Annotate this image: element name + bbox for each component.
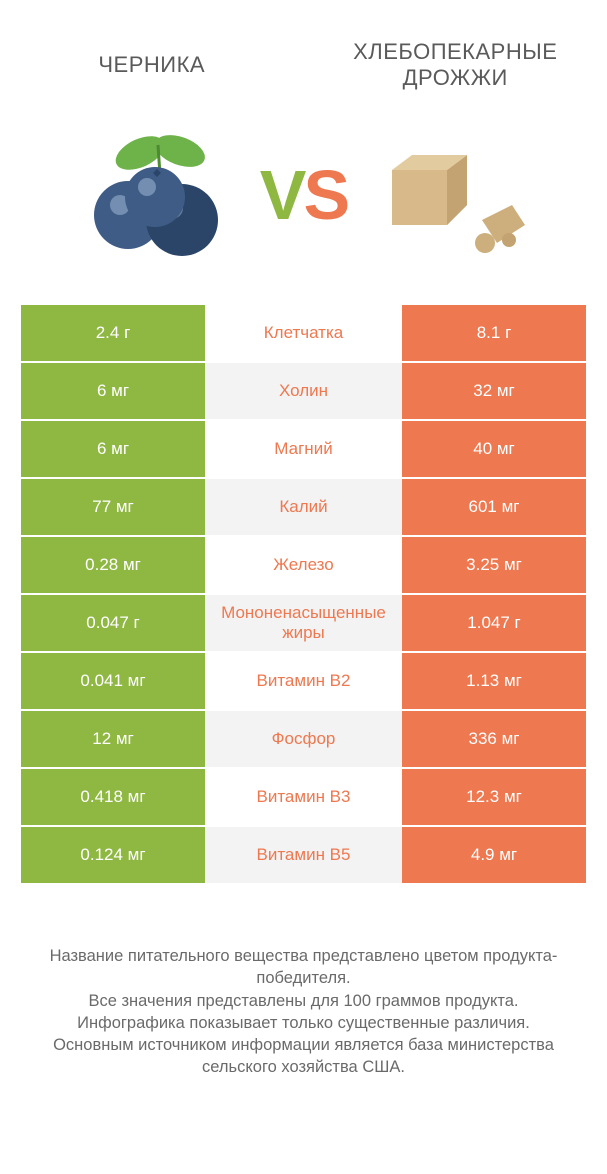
- table-row: 0.28 мгЖелезо3.25 мг: [21, 537, 586, 593]
- nutrient-label: Витамин B5: [205, 827, 402, 883]
- table-row: 0.124 мгВитамин B54.9 мг: [21, 827, 586, 883]
- left-value-cell: 0.124 мг: [21, 827, 205, 883]
- right-value-cell: 32 мг: [402, 363, 586, 419]
- nutrient-label: Фосфор: [205, 711, 402, 767]
- table-row: 6 мгХолин32 мг: [21, 363, 586, 419]
- header-row: ЧЕРНИКА ХЛЕБОПЕКАРНЫЕ ДРОЖЖИ: [0, 0, 607, 100]
- footer-line: Основным источником информации является …: [20, 1034, 587, 1079]
- left-value-cell: 0.047 г: [21, 595, 205, 651]
- nutrient-label: Холин: [205, 363, 402, 419]
- nutrient-label: Витамин B2: [205, 653, 402, 709]
- table-row: 0.047 гМононенасыщенные жиры1.047 г: [21, 595, 586, 651]
- nutrient-label: Мононенасыщенные жиры: [205, 595, 402, 651]
- left-product-title: ЧЕРНИКА: [0, 30, 304, 100]
- table-row: 2.4 гКлетчатка8.1 г: [21, 305, 586, 361]
- footer-notes: Название питательного вещества представл…: [0, 885, 607, 1079]
- vs-s: S: [304, 156, 348, 234]
- left-value-cell: 2.4 г: [21, 305, 205, 361]
- left-value-cell: 0.28 мг: [21, 537, 205, 593]
- nutrient-label: Клетчатка: [205, 305, 402, 361]
- left-value-cell: 0.041 мг: [21, 653, 205, 709]
- table-row: 12 мгФосфор336 мг: [21, 711, 586, 767]
- nutrient-label: Витамин B3: [205, 769, 402, 825]
- right-value-cell: 4.9 мг: [402, 827, 586, 883]
- left-value-cell: 0.418 мг: [21, 769, 205, 825]
- table-row: 6 мгМагний40 мг: [21, 421, 586, 477]
- right-value-cell: 3.25 мг: [402, 537, 586, 593]
- nutrient-label: Магний: [205, 421, 402, 477]
- nutrient-label: Калий: [205, 479, 402, 535]
- table-row: 77 мгКалий601 мг: [21, 479, 586, 535]
- right-value-cell: 12.3 мг: [402, 769, 586, 825]
- right-value-cell: 8.1 г: [402, 305, 586, 361]
- left-value-cell: 6 мг: [21, 421, 205, 477]
- left-product-image: [60, 120, 260, 270]
- nutrient-label: Железо: [205, 537, 402, 593]
- table-row: 0.041 мгВитамин B21.13 мг: [21, 653, 586, 709]
- footer-line: Название питательного вещества представл…: [20, 945, 587, 990]
- right-value-cell: 336 мг: [402, 711, 586, 767]
- left-value-cell: 6 мг: [21, 363, 205, 419]
- right-product-image: [347, 120, 547, 270]
- vs-label: VS: [260, 155, 347, 235]
- vs-v: V: [260, 156, 304, 234]
- left-value-cell: 77 мг: [21, 479, 205, 535]
- left-value-cell: 12 мг: [21, 711, 205, 767]
- comparison-table: 2.4 гКлетчатка8.1 г6 мгХолин32 мг6 мгМаг…: [21, 305, 586, 883]
- vs-section: VS: [0, 120, 607, 270]
- right-value-cell: 1.13 мг: [402, 653, 586, 709]
- footer-line: Все значения представлены для 100 граммо…: [20, 990, 587, 1012]
- right-value-cell: 601 мг: [402, 479, 586, 535]
- table-row: 0.418 мгВитамин B312.3 мг: [21, 769, 586, 825]
- right-value-cell: 1.047 г: [402, 595, 586, 651]
- footer-line: Инфографика показывает только существенн…: [20, 1012, 587, 1034]
- right-value-cell: 40 мг: [402, 421, 586, 477]
- right-product-title: ХЛЕБОПЕКАРНЫЕ ДРОЖЖИ: [304, 30, 607, 100]
